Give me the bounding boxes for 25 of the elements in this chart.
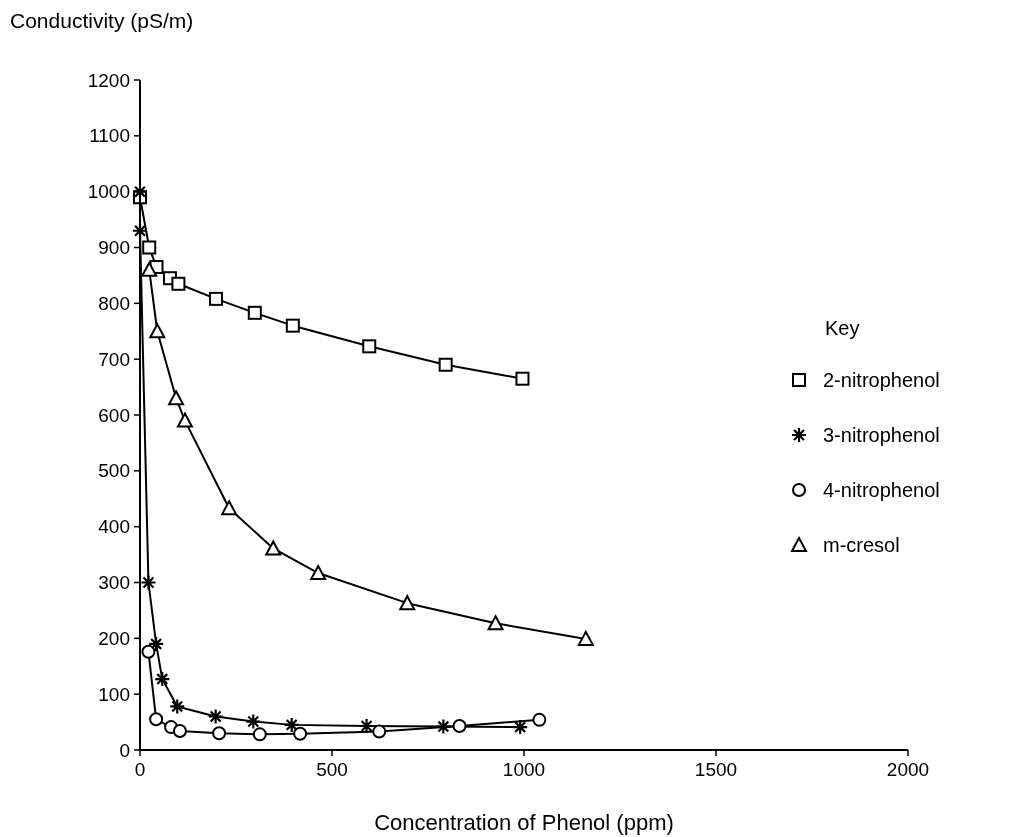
legend-title: Key — [825, 317, 860, 339]
x-tick-label: 1500 — [694, 759, 738, 780]
y-tick-label: 900 — [98, 237, 130, 259]
legend-label: 2-nitrophenol — [823, 369, 940, 391]
y-tick-label: 300 — [98, 572, 130, 594]
y-tick-label: 0 — [119, 739, 130, 761]
legend-label: m-cresol — [823, 534, 900, 556]
y-tick-label: 400 — [98, 516, 130, 538]
x-tick-label: 0 — [134, 759, 146, 780]
x-tick-label: 2000 — [886, 759, 930, 780]
y-axis-title: Conductivity (pS/m) — [10, 9, 194, 32]
legend-label: 3-nitrophenol — [823, 424, 940, 446]
y-tick-label: 700 — [98, 348, 130, 370]
x-axis-title: Concentration of Phenol (ppm) — [374, 810, 674, 835]
x-tick-label: 500 — [316, 759, 348, 780]
y-tick-label: 1200 — [87, 69, 130, 91]
y-tick-label: 800 — [98, 292, 130, 314]
y-tick-label: 200 — [98, 627, 130, 649]
y-tick-label: 500 — [98, 460, 130, 482]
y-tick-label: 100 — [98, 683, 130, 705]
y-tick-label: 1000 — [87, 181, 130, 203]
y-tick-label: 1100 — [89, 125, 130, 147]
legend-label: 4-nitrophenol — [823, 479, 940, 501]
x-tick-label: 1000 — [502, 759, 546, 780]
y-tick-label: 600 — [98, 404, 130, 426]
